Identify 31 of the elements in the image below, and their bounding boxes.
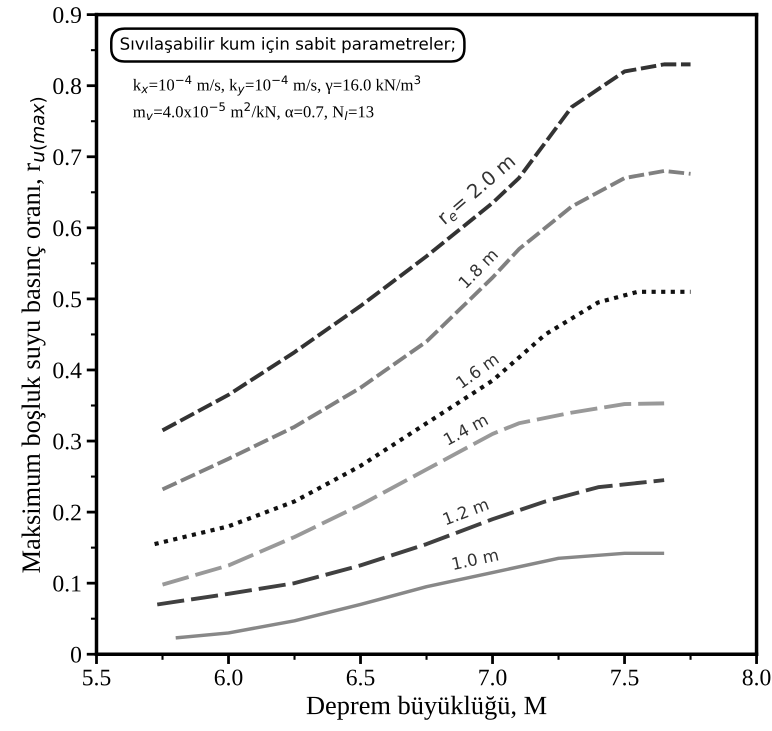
line-series <box>155 478 666 606</box>
x-tick-label: 6.5 <box>346 670 374 686</box>
line-series <box>152 290 693 546</box>
y-tick-label: 0.1 <box>53 576 80 592</box>
text: 1.6 m <box>455 352 500 389</box>
text: r$_{e}$= 2.0 m <box>436 153 518 227</box>
y-tick-label: 0.8 <box>53 78 82 94</box>
y-tick-label: 0 <box>71 646 82 663</box>
y-tick-label: 0.2 <box>53 504 81 521</box>
text: 1.2 m <box>442 498 489 525</box>
x-tick-label: 7.0 <box>479 670 506 686</box>
y-axis-title: Maksimum boşluk suyu basınç oranı, r$_{u(max)}$ <box>22 98 47 573</box>
x-tick-label: 7.5 <box>611 670 638 686</box>
text: k$_{x}$=10$^{−4}$ m/s, k$_{y}$=10$^{−4}$ m/s, γ=16.0 kN/m$^{3}$ <box>133 75 420 96</box>
text: 1.4 m <box>443 413 488 446</box>
line-series <box>174 552 666 640</box>
annotation: Sıvılaşabilir kum için sabit parametreler; <box>120 37 454 54</box>
y-tick-label: 0.3 <box>53 434 81 450</box>
line-series <box>160 401 666 587</box>
text: 1.8 m <box>458 248 498 289</box>
x-axis-title: Deprem büyüklüğü, M <box>306 696 546 720</box>
text: m$_{v}$=4.0x10$^{−5}$ m$^{2}$/kN, α=0.7, N$_{l}$=13 <box>133 102 374 120</box>
x-tick-label: 5.5 <box>83 670 110 686</box>
y-tick-label: 0.4 <box>53 362 82 378</box>
y-tick-label: 0.5 <box>53 291 81 308</box>
x-tick-label: 8.0 <box>742 670 770 686</box>
text: 1.0 m <box>452 548 498 570</box>
y-tick-label: 0.6 <box>53 220 82 236</box>
x-tick-label: 6.0 <box>214 670 242 686</box>
y-tick-label: 0.9 <box>53 7 81 24</box>
y-tick-label: 0.7 <box>53 149 82 166</box>
